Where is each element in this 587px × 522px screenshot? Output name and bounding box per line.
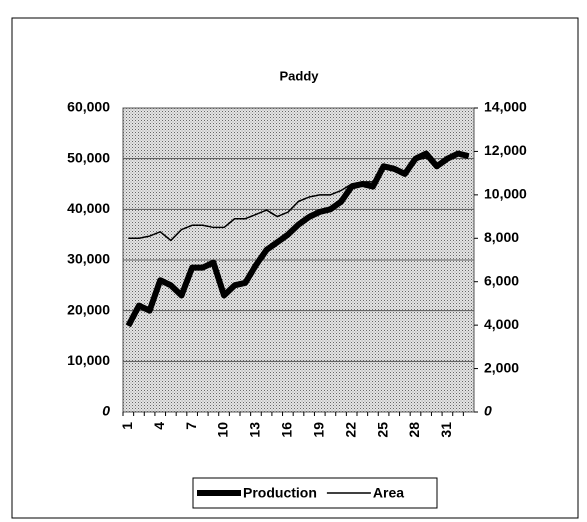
legend-label: Area xyxy=(373,485,404,501)
x-tick-label: 4 xyxy=(151,422,167,430)
y-tick-label: 10,000 xyxy=(67,352,110,368)
y2-tick-label: 0 xyxy=(484,403,492,419)
x-tick-label: 16 xyxy=(279,422,295,438)
x-tick-label: 31 xyxy=(438,422,454,438)
x-tick-label: 10 xyxy=(215,422,231,438)
y-tick-label: 20,000 xyxy=(67,301,110,317)
y2-tick-label: 10,000 xyxy=(484,186,527,202)
legend-label: Production xyxy=(243,485,317,501)
x-tick-label: 1 xyxy=(119,422,135,430)
x-tick-label: 22 xyxy=(342,422,358,438)
y-tick-label: 0 xyxy=(102,403,110,419)
y-tick-label: 30,000 xyxy=(67,251,110,267)
y2-tick-label: 2,000 xyxy=(484,359,519,375)
x-tick-label: 28 xyxy=(406,422,422,438)
y2-tick-label: 6,000 xyxy=(484,272,519,288)
y2-tick-label: 4,000 xyxy=(484,316,519,332)
y2-tick-label: 12,000 xyxy=(484,142,527,158)
chart-title: Paddy xyxy=(279,68,319,83)
series-line xyxy=(128,155,469,242)
y2-tick-label: 14,000 xyxy=(484,99,527,115)
x-tick-label: 7 xyxy=(183,422,199,430)
x-tick-label: 19 xyxy=(310,422,326,438)
y2-tick-label: 8,000 xyxy=(484,229,519,245)
y-tick-label: 50,000 xyxy=(67,149,110,165)
y-tick-label: 40,000 xyxy=(67,200,110,216)
x-tick-label: 13 xyxy=(247,422,263,438)
y-tick-label: 60,000 xyxy=(67,99,110,115)
x-tick-label: 25 xyxy=(374,422,390,438)
